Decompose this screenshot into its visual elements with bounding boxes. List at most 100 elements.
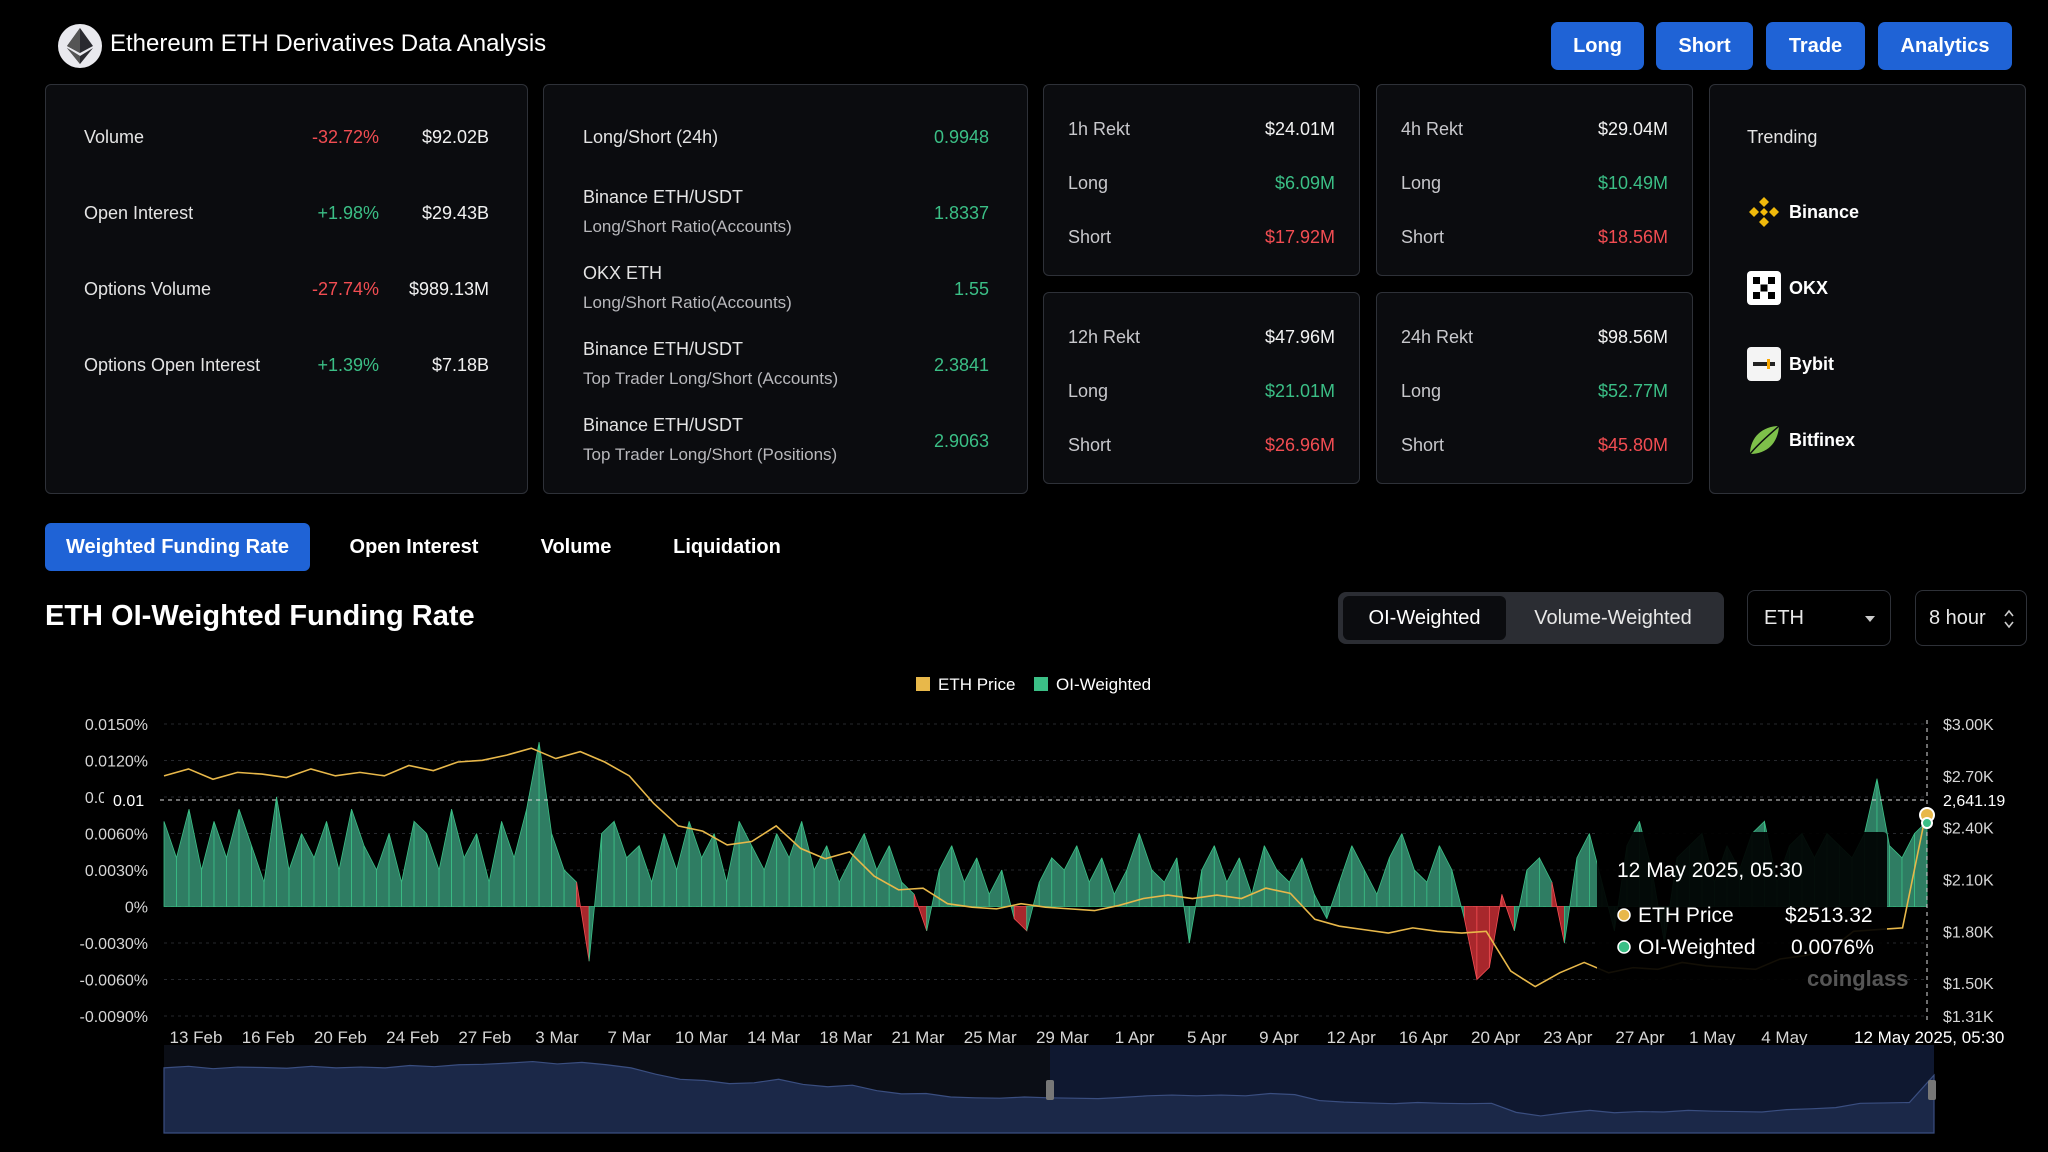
x-axis-tick: 7 Mar bbox=[607, 1028, 651, 1047]
oi-positive-segment bbox=[1038, 857, 1053, 907]
oi-positive-segment bbox=[1188, 869, 1203, 944]
oi-positive-segment bbox=[863, 833, 878, 907]
trending-item-bybit[interactable]: Bybit bbox=[1747, 347, 1834, 381]
oi-positive-segment bbox=[1363, 869, 1378, 907]
long-button[interactable]: Long bbox=[1551, 22, 1644, 70]
oi-positive-segment bbox=[263, 796, 277, 907]
trending-item-binance[interactable]: Binance bbox=[1747, 195, 1859, 229]
x-axis-tick: 21 Mar bbox=[892, 1028, 945, 1047]
trending-label: Bybit bbox=[1789, 353, 1834, 374]
oi-positive-segment bbox=[338, 809, 352, 907]
right-axis-tick: $2.40K bbox=[1943, 821, 1994, 838]
oi-positive-segment bbox=[1076, 845, 1090, 907]
okx-icon bbox=[1747, 271, 1781, 305]
tab-weighted-funding-rate[interactable]: Weighted Funding Rate bbox=[45, 523, 310, 571]
oi-positive-segment bbox=[563, 869, 578, 907]
oi-positive-segment bbox=[363, 845, 377, 907]
stat-label: Options Volume bbox=[84, 279, 212, 299]
range-handle-right[interactable] bbox=[1928, 1080, 1936, 1100]
rekt-long-label: Long bbox=[1068, 173, 1109, 193]
right-axis-tick: $2.10K bbox=[1943, 873, 1994, 890]
rekt-short-label: Short bbox=[1068, 227, 1112, 247]
oi-positive-segment bbox=[1376, 857, 1390, 907]
right-axis-tick: $1.50K bbox=[1943, 976, 1994, 993]
rekt-long: $10.49M bbox=[1597, 173, 1668, 193]
oi-positive-segment bbox=[901, 881, 915, 907]
x-axis-tick: 23 Apr bbox=[1543, 1028, 1592, 1047]
tab-open-interest[interactable]: Open Interest bbox=[349, 535, 479, 558]
crosshair-price-box bbox=[1936, 787, 2034, 813]
oi-positive-segment bbox=[676, 821, 690, 907]
trending-item-okx[interactable]: OKX bbox=[1747, 271, 1828, 305]
oi-positive-segment bbox=[301, 833, 315, 907]
oi-weighted-option[interactable]: OI-Weighted bbox=[1343, 596, 1506, 640]
x-axis-tick: 5 Apr bbox=[1187, 1028, 1227, 1047]
oi-positive-segment bbox=[688, 821, 703, 907]
symbol-select[interactable]: ETH bbox=[1747, 590, 1891, 646]
ratio-label: Binance ETH/USDT bbox=[583, 187, 744, 207]
tab-volume[interactable]: Volume bbox=[540, 535, 612, 558]
rekt-long-label: Long bbox=[1401, 381, 1442, 401]
short-button[interactable]: Short bbox=[1656, 22, 1753, 70]
crosshair-price-label: 2,641.19 bbox=[1943, 793, 2005, 810]
rekt-total: $24.01M bbox=[1264, 119, 1335, 139]
right-axis-tick: $2.70K bbox=[1943, 769, 1994, 786]
rekt-long: $21.01M bbox=[1264, 381, 1335, 401]
navigator-series bbox=[163, 1060, 1935, 1134]
analytics-button[interactable]: Analytics bbox=[1878, 22, 2012, 70]
oi-positive-segment bbox=[1388, 833, 1403, 907]
oi-positive-segment bbox=[1051, 856, 1065, 907]
oi-positive-segment bbox=[1151, 869, 1165, 907]
oi-positive-segment bbox=[438, 809, 452, 907]
rekt-title: 12h Rekt bbox=[1068, 327, 1141, 347]
tooltip-price-value: $2513.32 bbox=[1785, 904, 1873, 927]
stat-change: +1.98% bbox=[317, 203, 379, 223]
tooltip-oi-dot bbox=[1617, 940, 1631, 954]
ratio-value: 2.9063 bbox=[933, 431, 989, 451]
oi-positive-segment bbox=[1313, 894, 1328, 919]
oi-positive-segment bbox=[801, 821, 815, 907]
oi-positive-segment bbox=[1213, 845, 1228, 907]
trending-item-bitfinex[interactable]: Bitfinex bbox=[1747, 423, 1855, 457]
stat-change: +1.39% bbox=[317, 355, 379, 375]
oi-positive-segment bbox=[626, 844, 640, 907]
chart-title: ETH OI-Weighted Funding Rate bbox=[45, 600, 475, 632]
right-axis-tick: $3.00K bbox=[1943, 717, 1994, 734]
right-axis-tick: $1.80K bbox=[1943, 924, 1994, 941]
left-axis-tick: 0.0120% bbox=[85, 754, 148, 771]
bitfinex-leaf-icon bbox=[1749, 425, 1780, 455]
x-axis-tick: 27 Feb bbox=[458, 1028, 511, 1047]
oi-positive-segment bbox=[276, 796, 290, 907]
range-handle-left[interactable] bbox=[1046, 1080, 1054, 1100]
x-axis-tick: 1 Apr bbox=[1115, 1028, 1155, 1047]
rekt-short: $26.96M bbox=[1264, 435, 1335, 455]
interval-select[interactable]: 8 hour bbox=[1915, 590, 2027, 646]
ratio-value: 1.8337 bbox=[933, 203, 989, 223]
oi-positive-segment bbox=[1138, 833, 1153, 907]
legend-eth-price[interactable]: ETH Price bbox=[938, 675, 1015, 694]
crosshair-y-label-box bbox=[104, 788, 154, 812]
oi-positive-segment bbox=[238, 809, 252, 907]
oi-positive-segment bbox=[951, 845, 965, 907]
tooltip-oi-value: 0.0076% bbox=[1791, 936, 1874, 959]
volume-weighted-option[interactable]: Volume-Weighted bbox=[1534, 606, 1692, 629]
stat-value: $7.18B bbox=[431, 355, 489, 375]
oi-positive-segment bbox=[1564, 857, 1578, 944]
tooltip-box bbox=[1597, 832, 1887, 980]
tab-liquidation[interactable]: Liquidation bbox=[673, 535, 781, 558]
oi-positive-segment bbox=[426, 833, 440, 907]
left-axis-tick: 0% bbox=[125, 900, 148, 917]
x-axis-tick: 14 Mar bbox=[747, 1028, 800, 1047]
oi-positive-segment bbox=[988, 869, 1003, 907]
oi-positive-segment bbox=[526, 742, 540, 907]
oi-positive-segment bbox=[1088, 857, 1103, 907]
oi-positive-segment bbox=[501, 821, 515, 907]
rekt-total: $98.56M bbox=[1597, 327, 1668, 347]
legend-oi-weighted[interactable]: OI-Weighted bbox=[1056, 675, 1151, 694]
oi-positive-segment bbox=[776, 833, 790, 907]
trade-button[interactable]: Trade bbox=[1766, 22, 1865, 70]
eth-logo bbox=[58, 24, 102, 68]
left-axis-tick: 0.0030% bbox=[85, 863, 148, 880]
watermark: coinglass bbox=[1807, 966, 1908, 991]
